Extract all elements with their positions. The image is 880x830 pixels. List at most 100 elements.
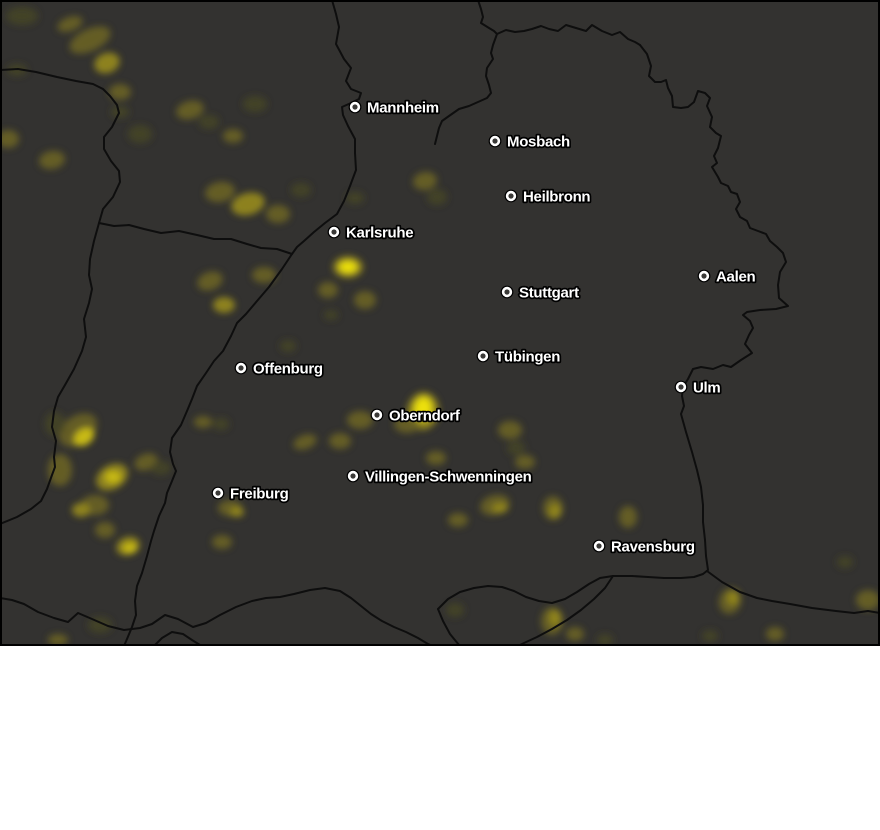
city-stuttgart: Stuttgart (500, 283, 581, 303)
cloud-patch (324, 310, 338, 320)
cloud-patch (223, 129, 243, 143)
city-ulm: Ulm (674, 378, 722, 398)
city-label: Aalen (716, 269, 755, 286)
city-marker-center (331, 229, 337, 235)
city-oberndorf: Oberndorf (370, 406, 463, 426)
city-marker-center (596, 543, 602, 549)
cloud-patch (354, 291, 376, 309)
cloud-patch (837, 556, 853, 568)
map-container: Mannheim Mosbach Heilbronn Karlsruhe Stuttga… (0, 0, 880, 646)
city-label: Stuttgart (519, 285, 579, 302)
city-aalen: Aalen (697, 267, 757, 287)
cloud-patch (329, 433, 351, 449)
city-label: Freiburg (230, 486, 289, 503)
cloud-patch (111, 106, 129, 118)
cloud-patch (702, 630, 718, 642)
city-label: Ulm (693, 380, 720, 397)
cloud-patch (252, 267, 276, 283)
city-marker-center (508, 193, 514, 199)
cloud-patch (347, 411, 373, 429)
city-ravensburg: Ravensburg (592, 537, 697, 557)
cloud-patch (176, 100, 204, 120)
cloud-patch (856, 590, 880, 610)
border-path (0, 68, 121, 525)
cloud-patch (0, 130, 19, 148)
cloud-patch (394, 415, 420, 433)
city-marker-center (504, 289, 510, 295)
cloud-patch (69, 26, 111, 54)
city-marker-center (480, 353, 486, 359)
city-marker-center (352, 104, 358, 110)
city-label: Oberndorf (389, 408, 461, 425)
city-marker-center (701, 273, 707, 279)
border-path (706, 570, 880, 614)
cloud-patch (213, 297, 235, 313)
cloud-patch (492, 503, 508, 513)
city-marker-center (215, 490, 221, 496)
border-path (437, 575, 614, 610)
weather-map: Mannheim Mosbach Heilbronn Karlsruhe Stuttga… (0, 0, 880, 646)
city-villingen-schwenningen: Villingen-Schwenningen (346, 467, 534, 487)
city-marker-center (238, 365, 244, 371)
cloud-patch (318, 282, 338, 298)
cloud-patch (39, 150, 65, 170)
cloud-patch (346, 192, 364, 204)
cloud-patch (426, 451, 446, 465)
cloud-patch (566, 627, 584, 641)
cloud-patch (151, 461, 171, 475)
border-path (517, 575, 614, 646)
cloud-patch (619, 506, 637, 528)
cloud-patch (197, 271, 223, 291)
footer-panel: Gesamtbewölkung (in %) Modell: ICON-D2 1… (0, 646, 880, 830)
cloud-patch (243, 96, 267, 112)
cloud-patch (109, 84, 131, 100)
city-heilbronn: Heilbronn (504, 187, 592, 207)
cloud-patch (205, 181, 235, 203)
map-frame (0, 0, 880, 646)
border-path (434, 0, 498, 145)
cloud-patch (231, 192, 265, 216)
cloud-patch (597, 634, 613, 646)
map-background (0, 0, 880, 646)
city-label: Villingen-Schwenningen (365, 469, 532, 486)
cloud-patch (293, 434, 317, 450)
border-path (154, 631, 201, 646)
city-label: Mosbach (507, 134, 570, 151)
city-labels-layer: Mannheim Mosbach Heilbronn Karlsruhe Stuttga… (211, 98, 757, 557)
cloud-patch (199, 115, 219, 129)
cloud-patch (6, 7, 38, 25)
cloud-patch (88, 617, 112, 633)
cloud-patch (230, 507, 244, 517)
cloud-layer (0, 7, 880, 646)
city-freiburg: Freiburg (211, 484, 291, 504)
cloud-patch (291, 183, 311, 197)
city-mosbach: Mosbach (488, 132, 572, 152)
cloud-patch (280, 340, 296, 352)
city-label: Mannheim (367, 100, 439, 117)
cloud-patch (123, 543, 137, 553)
border-path (123, 0, 362, 646)
city-marker-center (350, 473, 356, 479)
cloud-patch (446, 603, 464, 617)
border-path (0, 587, 434, 646)
cloud-patch (72, 503, 90, 517)
city-label: Karlsruhe (346, 225, 413, 242)
cloud-patch (413, 171, 437, 191)
city-marker-center (374, 412, 380, 418)
city-mannheim: Mannheim (348, 98, 441, 118)
city-karlsruhe: Karlsruhe (327, 223, 415, 243)
cloud-patch (766, 627, 784, 641)
city-t-bingen: Tübingen (476, 347, 562, 367)
cloud-patch (45, 412, 65, 436)
cloud-patch (194, 416, 212, 428)
city-offenburg: Offenburg (234, 359, 325, 379)
cloud-patch (549, 610, 561, 626)
cloud-patch (339, 261, 357, 273)
city-marker-center (492, 138, 498, 144)
cloud-patch (726, 591, 740, 605)
city-label: Heilbronn (523, 189, 590, 206)
cloud-patch (507, 441, 525, 455)
cloud-patch (549, 504, 561, 518)
cloud-patch (94, 52, 120, 74)
cloud-patch (57, 16, 83, 32)
